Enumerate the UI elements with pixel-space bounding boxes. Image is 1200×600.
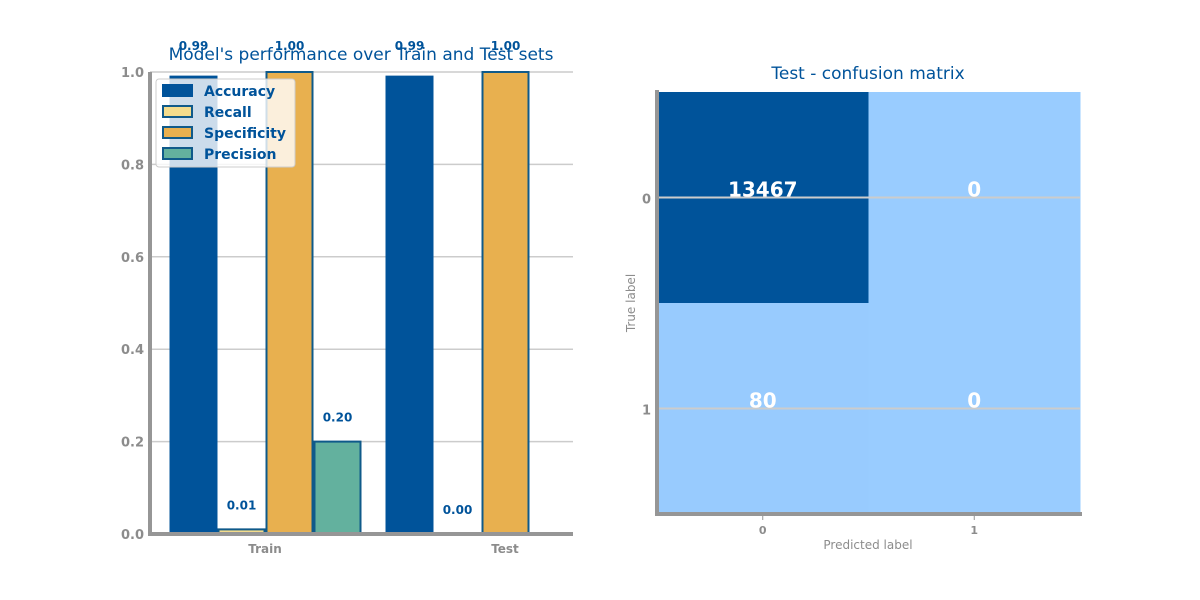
confusion-matrix-x-axis-label: Predicted label: [823, 538, 912, 552]
x-tick-label: Test: [491, 542, 519, 556]
bar-value-label: 0.01: [227, 498, 257, 512]
confusion-matrix-y-axis-label: True label: [624, 274, 638, 333]
legend-swatch-precision: [162, 147, 193, 160]
bar-precision-train: [313, 440, 362, 536]
bar-value-label: 0.99: [395, 39, 425, 53]
y-tick-label: 1.0: [121, 66, 144, 81]
bar-value-label: 0.99: [179, 39, 209, 53]
legend-label-recall: Recall: [204, 105, 252, 121]
cm-cell-value: 13467: [728, 178, 798, 202]
confusion-matrix-cell-labels: 13467 0 80 0: [728, 178, 981, 413]
cm-x-tick-label: 1: [970, 524, 978, 537]
legend-label-accuracy: Accuracy: [204, 84, 275, 100]
bar-value-label: 1.00: [275, 39, 305, 53]
bar-legend: Accuracy Recall Specificity Precision: [155, 78, 296, 168]
legend-label-specificity: Specificity: [204, 126, 286, 142]
legend-label-precision: Precision: [204, 147, 276, 163]
bar-y-tick-labels: 0.0 0.2 0.4 0.6 0.8 1.0: [121, 66, 144, 543]
bar-specificity-test: [481, 71, 530, 535]
x-tick-label: Train: [248, 542, 282, 556]
bar-accuracy-test: [385, 75, 434, 536]
cm-cell-value: 0: [967, 389, 981, 413]
y-tick-label: 0.0: [121, 528, 144, 543]
legend-frame: [155, 78, 296, 168]
legend-swatch-accuracy: [162, 84, 193, 97]
confusion-matrix-axes: [655, 90, 1082, 516]
cm-y-tick-label: 1: [642, 404, 651, 419]
y-tick-label: 0.4: [121, 343, 144, 358]
cm-cell-value: 0: [967, 178, 981, 202]
bar-value-label: 1.00: [491, 39, 521, 53]
legend-items: Accuracy Recall Specificity Precision: [162, 84, 286, 163]
confusion-matrix-gridlines: [657, 196, 1080, 410]
legend-swatch-recall: [162, 105, 193, 118]
cm-x-tick-label: 0: [759, 524, 767, 537]
y-tick-label: 0.6: [121, 251, 144, 266]
confusion-matrix-cells: [657, 92, 1081, 515]
bar-chart: 0.990.011.000.200.990.001.00 0.00.20.40.…: [121, 39, 573, 556]
legend-swatch-specificity: [162, 126, 193, 139]
bar-value-labels: 0.99 0.01 1.00 0.20 0.99 0.00 1.00: [179, 39, 521, 517]
confusion-matrix-y-tick-labels: 01: [642, 193, 651, 419]
cm-y-tick-label: 0: [642, 193, 651, 208]
bar-x-tick-labels: Train Test: [248, 542, 519, 556]
bar-value-label: 0.20: [323, 411, 353, 425]
confusion-matrix-title: Test - confusion matrix: [770, 64, 964, 84]
bar-axes: [148, 72, 573, 536]
cm-cell-value: 80: [749, 389, 777, 413]
y-tick-label: 0.8: [121, 158, 144, 173]
bar-chart-title: Model's performance over Train and Test …: [169, 45, 554, 65]
bar-value-label: 0.00: [443, 503, 473, 517]
y-tick-label: 0.2: [121, 436, 144, 451]
